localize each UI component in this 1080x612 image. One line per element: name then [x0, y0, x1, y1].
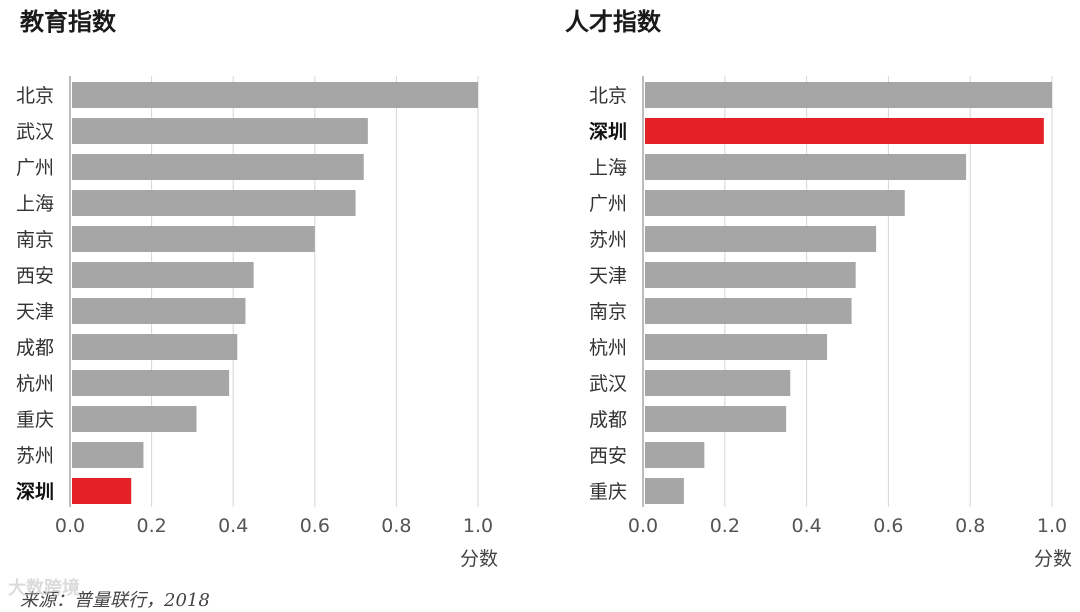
category-label: 广州 — [16, 157, 54, 179]
category-label: 杭州 — [16, 373, 54, 395]
bar-天津 — [645, 262, 856, 288]
x-tick-label: 0.0 — [628, 515, 658, 537]
category-label: 天津 — [16, 301, 54, 323]
category-label: 武汉 — [16, 121, 54, 143]
category-label: 北京 — [589, 85, 627, 107]
bar-武汉 — [72, 118, 368, 144]
category-label: 西安 — [16, 265, 54, 287]
bar-重庆 — [645, 478, 684, 504]
x-axis-unit-label: 分数 — [460, 548, 498, 570]
source-note: 来源：普量联行，2018 — [20, 590, 210, 611]
x-axis-unit-label: 分数 — [1034, 548, 1072, 570]
x-tick-label: 1.0 — [463, 515, 493, 537]
category-label: 南京 — [589, 301, 627, 323]
bar-广州 — [645, 190, 905, 216]
category-label: 天津 — [589, 265, 627, 287]
x-tick-label: 0.4 — [791, 515, 821, 537]
bar-广州 — [72, 154, 364, 180]
category-label: 杭州 — [589, 337, 627, 359]
category-label: 成都 — [589, 409, 627, 431]
bar-重庆 — [72, 406, 197, 432]
bar-北京 — [72, 82, 478, 108]
bar-成都 — [645, 406, 787, 432]
category-label: 苏州 — [589, 229, 627, 251]
category-label: 广州 — [589, 193, 627, 215]
category-label: 上海 — [589, 157, 627, 179]
category-label: 重庆 — [16, 409, 54, 431]
chart-panel-2: 人才指数 0.0 0.2 0.4 0.6 0.8 1.0 北京深圳上海广州苏州天津南京杭州武汉… — [565, 8, 1072, 570]
chart-title: 教育指数 — [20, 8, 117, 36]
bar-杭州 — [645, 334, 828, 360]
watermark: 大数跨境 — [8, 578, 80, 599]
bar-西安 — [72, 262, 254, 288]
bar-上海 — [645, 154, 967, 180]
category-label: 北京 — [16, 85, 54, 107]
chart-panel-1: 教育指数 0.0 0.2 0.4 0.6 0.8 1.0 北京武汉广州上海南京西安天津成都杭州… — [16, 8, 498, 570]
bar-成都 — [72, 334, 238, 360]
bar-苏州 — [645, 226, 877, 252]
bar-杭州 — [72, 370, 230, 396]
chart-title: 人才指数 — [565, 8, 662, 36]
x-tick-label: 0.8 — [381, 515, 411, 537]
x-tick-label: 0.4 — [218, 515, 248, 537]
category-label: 深圳 — [16, 480, 54, 503]
category-label: 南京 — [16, 229, 54, 251]
bar-苏州 — [72, 442, 144, 468]
x-tick-label: 0.2 — [710, 515, 740, 537]
bar-西安 — [645, 442, 705, 468]
bar-北京 — [645, 82, 1052, 108]
x-tick-label: 0.6 — [873, 515, 903, 537]
category-label: 上海 — [16, 193, 54, 215]
bar-南京 — [645, 298, 852, 324]
bar-武汉 — [645, 370, 791, 396]
x-tick-label: 0.2 — [136, 515, 166, 537]
bar-上海 — [72, 190, 356, 216]
category-label: 苏州 — [16, 445, 54, 467]
bar-南京 — [72, 226, 315, 252]
x-tick-label: 0.6 — [300, 515, 330, 537]
category-label: 深圳 — [589, 120, 627, 143]
category-label: 成都 — [16, 337, 54, 359]
category-label: 西安 — [589, 445, 627, 467]
x-tick-label: 0.8 — [955, 515, 985, 537]
bar-天津 — [72, 298, 246, 324]
x-tick-label: 1.0 — [1037, 515, 1067, 537]
x-tick-label: 0.0 — [55, 515, 85, 537]
category-label: 重庆 — [589, 481, 627, 503]
bar-深圳 — [72, 478, 132, 504]
bar-深圳 — [645, 118, 1044, 144]
category-label: 武汉 — [589, 373, 627, 395]
